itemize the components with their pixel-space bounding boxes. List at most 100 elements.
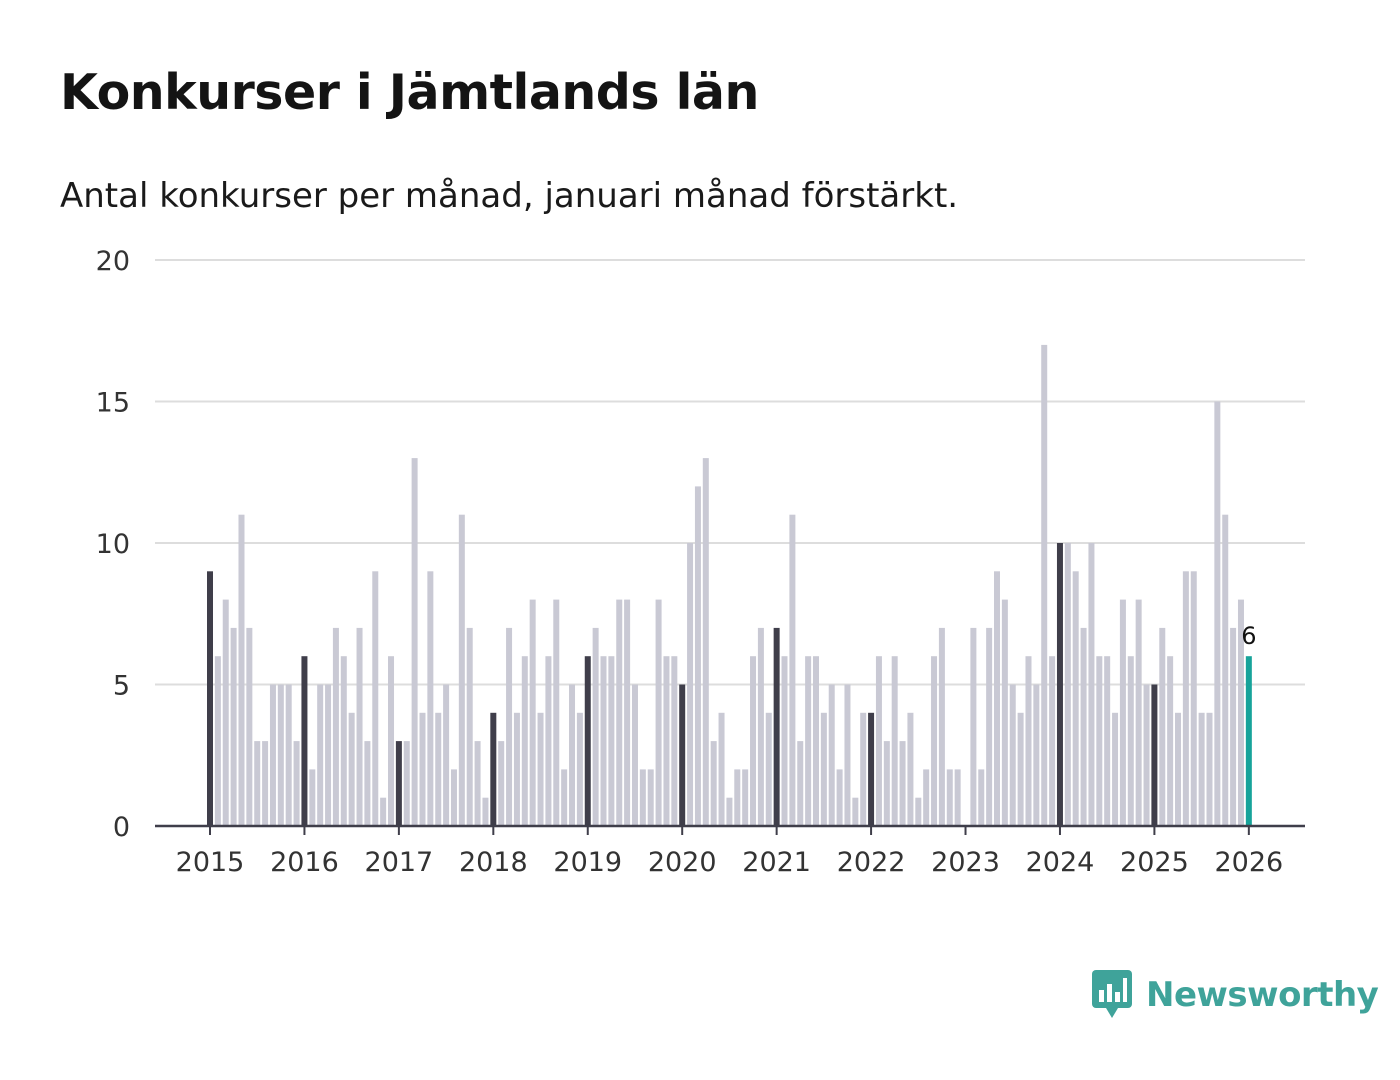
bar[interactable]: [970, 627, 977, 826]
bar[interactable]: [836, 769, 843, 826]
bar[interactable]: [781, 656, 788, 826]
bar[interactable]: [647, 769, 654, 826]
bar[interactable]: [419, 712, 426, 826]
bar[interactable]: [726, 797, 733, 826]
bar[interactable]: [1167, 656, 1174, 826]
bar[interactable]: [994, 571, 1000, 826]
bar[interactable]: [569, 684, 576, 827]
bar[interactable]: [805, 656, 812, 826]
bar[interactable]: [1033, 684, 1040, 827]
bar[interactable]: [750, 656, 757, 826]
bar[interactable]: [576, 712, 583, 826]
bar[interactable]: [388, 656, 395, 826]
bar[interactable]: [1222, 514, 1229, 826]
bar[interactable]: [1143, 684, 1150, 827]
bar[interactable]: [1088, 543, 1095, 826]
bar[interactable]: [1190, 571, 1197, 826]
bar[interactable]: [852, 797, 859, 826]
bar[interactable]: [356, 627, 363, 826]
bar[interactable]: [1001, 599, 1008, 826]
bar[interactable]: [466, 627, 473, 826]
bar[interactable]: [443, 684, 450, 827]
bar[interactable]: [946, 769, 953, 826]
bar[interactable]: [1182, 571, 1189, 826]
bar[interactable]: [364, 741, 371, 826]
bar[interactable]: [458, 514, 465, 826]
bar[interactable]: [742, 769, 749, 826]
bar[interactable]: [545, 656, 552, 826]
bar[interactable]: [616, 599, 623, 826]
bar-january[interactable]: [1151, 684, 1158, 827]
bar[interactable]: [348, 712, 355, 826]
bar[interactable]: [1025, 656, 1032, 826]
bar[interactable]: [915, 797, 922, 826]
bar[interactable]: [875, 656, 882, 826]
bar[interactable]: [214, 656, 221, 826]
bar[interactable]: [372, 571, 379, 826]
bar[interactable]: [1009, 684, 1016, 827]
bar[interactable]: [907, 712, 914, 826]
bar[interactable]: [537, 712, 544, 826]
bar[interactable]: [435, 712, 442, 826]
bar-january[interactable]: [679, 684, 686, 827]
bar[interactable]: [380, 797, 387, 826]
bar[interactable]: [789, 514, 796, 826]
bar[interactable]: [1080, 627, 1087, 826]
bar[interactable]: [671, 656, 678, 826]
bar[interactable]: [820, 712, 827, 826]
bar[interactable]: [1104, 656, 1111, 826]
bar[interactable]: [285, 684, 292, 827]
bar-january[interactable]: [584, 656, 591, 826]
bar[interactable]: [1175, 712, 1182, 826]
bar[interactable]: [553, 599, 560, 826]
bar[interactable]: [1072, 571, 1079, 826]
bar[interactable]: [710, 741, 717, 826]
bar-january[interactable]: [207, 571, 213, 826]
bar[interactable]: [891, 656, 898, 826]
bar[interactable]: [325, 684, 332, 827]
bar[interactable]: [474, 741, 481, 826]
bar[interactable]: [655, 599, 662, 826]
bar[interactable]: [1159, 627, 1166, 826]
bar[interactable]: [1237, 599, 1244, 826]
bar[interactable]: [254, 741, 261, 826]
bar[interactable]: [238, 514, 245, 826]
bar[interactable]: [269, 684, 276, 827]
bar[interactable]: [1049, 656, 1056, 826]
bar[interactable]: [600, 656, 607, 826]
bar[interactable]: [411, 458, 418, 826]
bar[interactable]: [608, 656, 615, 826]
bar[interactable]: [1230, 627, 1237, 826]
bar[interactable]: [931, 656, 938, 826]
bar[interactable]: [938, 627, 945, 826]
bar-january[interactable]: [490, 712, 497, 826]
bar[interactable]: [521, 656, 528, 826]
bar[interactable]: [403, 741, 410, 826]
bar[interactable]: [1206, 712, 1213, 826]
bar[interactable]: [277, 684, 284, 827]
bar[interactable]: [340, 656, 347, 826]
bar[interactable]: [592, 627, 599, 826]
bar[interactable]: [498, 741, 505, 826]
bar[interactable]: [1135, 599, 1142, 826]
bar[interactable]: [1198, 712, 1205, 826]
bar[interactable]: [1112, 712, 1119, 826]
bar[interactable]: [883, 741, 890, 826]
bar[interactable]: [450, 769, 457, 826]
bar[interactable]: [797, 741, 804, 826]
bar[interactable]: [529, 599, 536, 826]
bar[interactable]: [899, 741, 906, 826]
bar[interactable]: [986, 627, 993, 826]
bar[interactable]: [506, 627, 513, 826]
bar[interactable]: [427, 571, 434, 826]
bar[interactable]: [978, 769, 985, 826]
bar[interactable]: [687, 543, 694, 826]
bar-january[interactable]: [395, 741, 402, 826]
bar[interactable]: [246, 627, 253, 826]
bar[interactable]: [293, 741, 300, 826]
bar[interactable]: [663, 656, 670, 826]
bar[interactable]: [1127, 656, 1134, 826]
bar[interactable]: [1214, 401, 1221, 827]
bar-january[interactable]: [773, 627, 780, 826]
bar[interactable]: [828, 684, 835, 827]
